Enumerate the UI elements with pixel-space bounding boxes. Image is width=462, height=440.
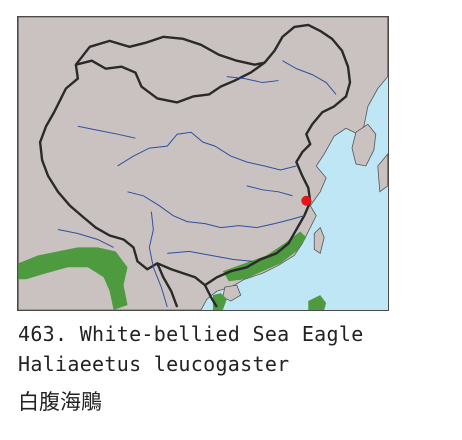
range-himalayan-foothills bbox=[18, 247, 128, 310]
chinese-name: 白腹海鵰 bbox=[18, 390, 102, 414]
korea-peninsula bbox=[351, 123, 377, 167]
brahmaputra-river bbox=[57, 229, 114, 248]
japan-island bbox=[377, 153, 388, 193]
northeast-river bbox=[282, 60, 337, 95]
mongolia-border bbox=[74, 35, 265, 66]
southwest-border bbox=[156, 262, 218, 308]
yangtze-river bbox=[127, 191, 305, 229]
location-marker bbox=[301, 195, 312, 206]
mekong-river bbox=[148, 211, 168, 308]
species-title: 463. White-bellied Sea Eagle bbox=[18, 322, 364, 346]
amur-river bbox=[226, 76, 279, 84]
scientific-name: Haliaeetus leucogaster bbox=[18, 352, 290, 376]
yellow-river bbox=[117, 131, 297, 171]
map-canvas bbox=[18, 17, 388, 310]
country-border bbox=[38, 23, 352, 287]
huai-river bbox=[246, 185, 293, 197]
distribution-map bbox=[17, 16, 389, 311]
pearl-river bbox=[167, 250, 253, 262]
taiwan-island bbox=[313, 226, 325, 255]
range-taiwan-south bbox=[308, 295, 327, 310]
tarim-river bbox=[77, 125, 136, 139]
